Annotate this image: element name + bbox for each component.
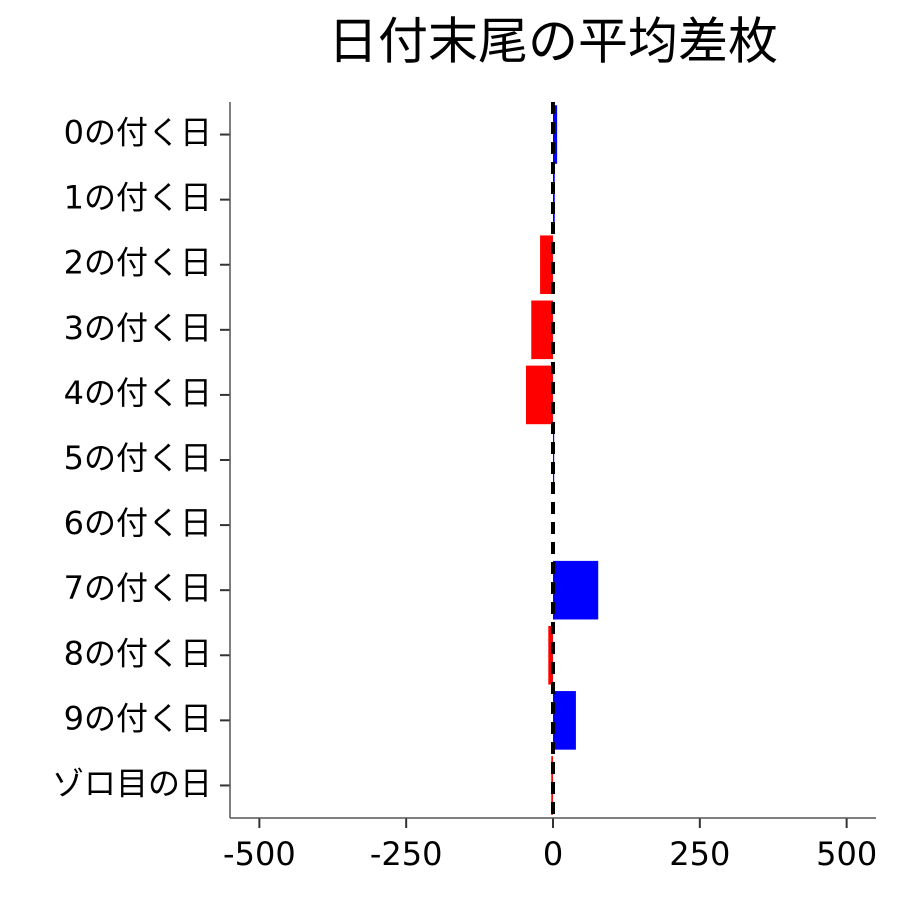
x-tick-label: 0 — [543, 835, 563, 873]
bar — [553, 691, 576, 750]
bar — [540, 235, 553, 295]
bar — [553, 170, 555, 229]
y-tick-label: 1の付く日 — [64, 179, 212, 217]
y-tick-label: 2の付く日 — [64, 244, 212, 282]
x-tick-label: -500 — [223, 835, 296, 873]
y-tick-label: 5の付く日 — [64, 439, 212, 477]
y-tick-label: 8の付く日 — [64, 634, 212, 672]
x-tick-label: -250 — [370, 835, 443, 873]
bar — [553, 430, 555, 490]
y-tick-label: 4の付く日 — [64, 374, 212, 412]
bar — [553, 560, 599, 620]
chart-title: 日付末尾の平均差枚 — [328, 13, 778, 71]
y-tick-label: 0の付く日 — [64, 114, 212, 152]
x-tick-label: 250 — [669, 835, 730, 873]
bar — [548, 625, 553, 685]
bar — [553, 105, 558, 164]
y-tick-label: 7の付く日 — [64, 569, 212, 607]
bar — [531, 300, 553, 360]
y-tick-label: 3の付く日 — [64, 309, 212, 347]
y-tick-label: 6の付く日 — [64, 504, 212, 542]
bar — [525, 365, 553, 425]
y-tick-label: 9の付く日 — [64, 699, 212, 737]
x-tick-label: 500 — [816, 835, 877, 873]
y-tick-label: ゾロ目の日 — [52, 764, 212, 802]
